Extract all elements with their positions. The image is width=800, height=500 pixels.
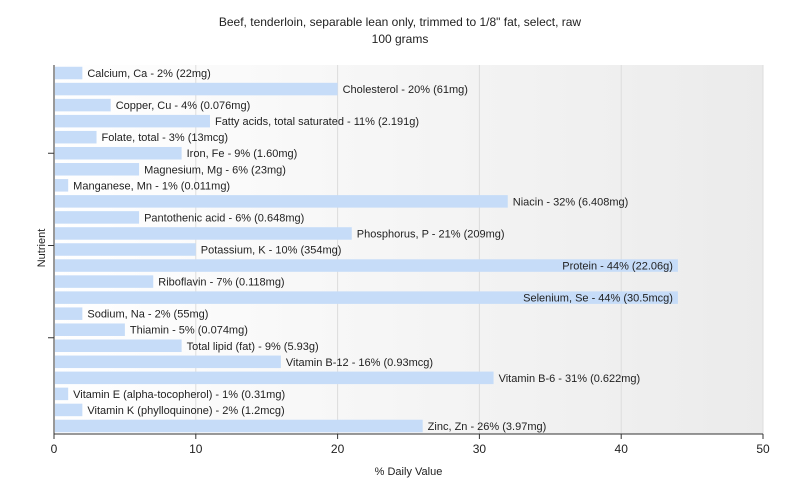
data-label: Vitamin B-6 - 31% (0.622mg) xyxy=(499,373,641,385)
data-label: Vitamin K (phylloquinone) - 2% (1.2mcg) xyxy=(87,405,284,417)
bar xyxy=(55,163,140,176)
x-tick-label: 30 xyxy=(473,442,487,456)
data-label: Pantothenic acid - 6% (0.648mg) xyxy=(144,212,304,224)
data-label: Niacin - 32% (6.408mg) xyxy=(513,196,629,208)
bar xyxy=(55,275,154,288)
data-label: Fatty acids, total saturated - 11% (2.19… xyxy=(215,116,419,128)
y-axis-label: Nutrient xyxy=(36,228,48,268)
x-tick-label: 50 xyxy=(756,442,770,456)
data-label: Calcium, Ca - 2% (22mg) xyxy=(87,68,210,80)
data-label: Selenium, Se - 44% (30.5mcg) xyxy=(523,293,673,305)
bar xyxy=(55,371,494,385)
bar xyxy=(55,82,338,96)
data-label: Folate, total - 3% (13mcg) xyxy=(102,132,229,144)
bar xyxy=(55,243,196,256)
data-label: Thiamin - 5% (0.074mg) xyxy=(130,325,248,337)
x-tick-label: 40 xyxy=(615,442,629,456)
x-axis-label: % Daily Value xyxy=(374,466,443,478)
bar xyxy=(55,291,678,304)
data-label: Vitamin E (alpha-tocopherol) - 1% (0.31m… xyxy=(73,389,285,401)
x-tick-label: 20 xyxy=(331,442,345,456)
bar xyxy=(55,66,83,80)
data-label: Magnesium, Mg - 6% (23mg) xyxy=(144,164,286,176)
x-tick-label: 10 xyxy=(189,442,203,456)
bar xyxy=(55,419,423,433)
bar xyxy=(55,355,281,369)
data-label: Potassium, K - 10% (354mg) xyxy=(201,245,342,257)
bar xyxy=(55,98,111,112)
data-label: Copper, Cu - 4% (0.076mg) xyxy=(116,100,251,112)
bar xyxy=(55,114,210,128)
bar xyxy=(55,227,352,240)
bar xyxy=(55,259,678,272)
bar xyxy=(55,130,97,144)
data-label: Sodium, Na - 2% (55mg) xyxy=(87,309,208,321)
data-label: Riboflavin - 7% (0.118mg) xyxy=(158,277,284,289)
data-label: Total lipid (fat) - 9% (5.93g) xyxy=(187,341,319,353)
bar xyxy=(55,387,69,401)
data-label: Iron, Fe - 9% (1.60mg) xyxy=(187,148,298,160)
bar xyxy=(55,195,508,208)
bar xyxy=(55,403,83,417)
chart-subtitle: 100 grams xyxy=(371,32,429,46)
data-label: Protein - 44% (22.06g) xyxy=(562,261,673,273)
bar xyxy=(55,211,140,224)
data-label: Cholesterol - 20% (61mg) xyxy=(343,84,468,96)
x-tick-label: 0 xyxy=(51,442,58,456)
data-label: Zinc, Zn - 26% (3.97mg) xyxy=(428,421,547,433)
chart-title: Beef, tenderloin, separable lean only, t… xyxy=(218,15,582,29)
bar xyxy=(55,323,125,336)
bar xyxy=(55,339,182,353)
bar xyxy=(55,146,182,160)
data-label: Vitamin B-12 - 16% (0.93mcg) xyxy=(286,357,433,369)
bar xyxy=(55,307,83,320)
data-label: Manganese, Mn - 1% (0.011mg) xyxy=(73,180,230,192)
data-label: Phosphorus, P - 21% (209mg) xyxy=(357,228,505,240)
bar xyxy=(55,179,69,192)
